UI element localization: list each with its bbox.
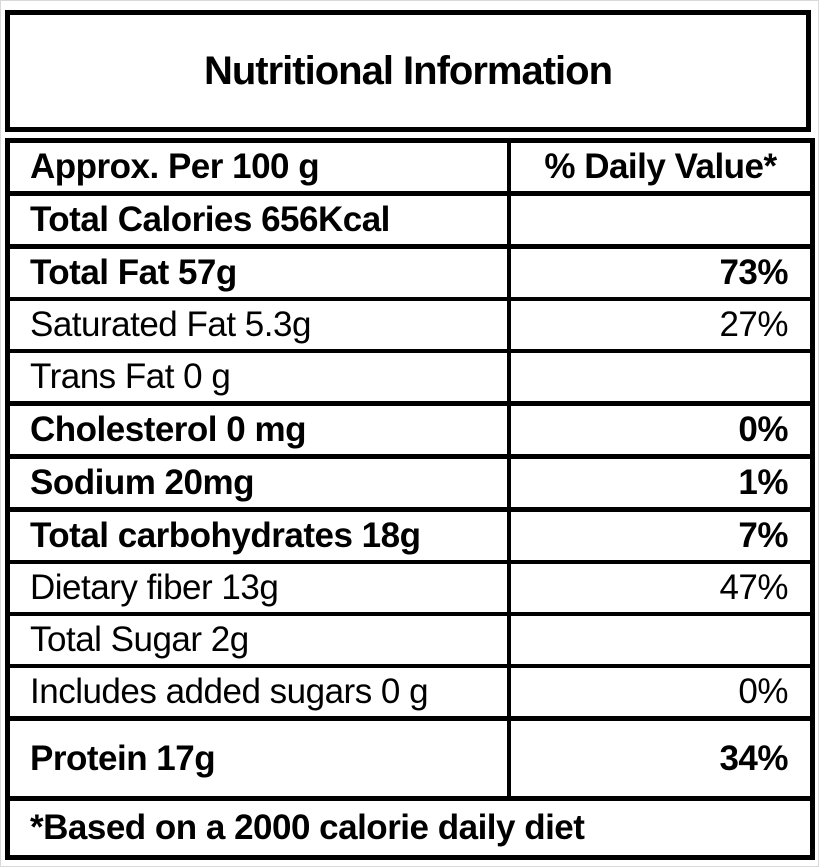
daily-value [511, 353, 810, 401]
daily-value: 0% [738, 410, 788, 449]
nutrient-label: Includes added sugars 0 g [10, 668, 511, 716]
nutrient-label: Cholesterol 0 mg [10, 406, 511, 454]
table-body: Total Calories 656Kcal Total Fat 57g 73% Sa… [10, 191, 810, 796]
table-row: Protein 17g 34% [10, 716, 810, 796]
page-title: Nutritional Information [203, 48, 613, 93]
nutrient-label: Sodium 20mg [10, 459, 511, 507]
nutrient-label: Saturated Fat 5.3g [10, 301, 511, 349]
column-header-daily-value: % Daily Value* [544, 147, 777, 186]
nutrition-table: Approx. Per 100 g % Daily Value* Total C… [5, 138, 815, 860]
title-box: Nutritional Information [5, 10, 811, 132]
table-footer-row: *Based on a 2000 calorie daily diet [10, 796, 810, 855]
column-header-per-100g: Approx. Per 100 g [10, 143, 511, 191]
table-row: Total Sugar 2g [10, 612, 810, 664]
table-row: Cholesterol 0 mg 0% [10, 401, 810, 454]
daily-value: 1% [738, 463, 788, 502]
table-row: Includes added sugars 0 g 0% [10, 664, 810, 716]
nutrient-label: Total Fat 57g [10, 249, 511, 297]
nutrient-label: Trans Fat 0 g [10, 353, 511, 401]
table-row: Total Calories 656Kcal [10, 191, 810, 244]
table-row: Saturated Fat 5.3g 27% [10, 297, 810, 349]
daily-value: 0% [738, 672, 788, 711]
table-row: Trans Fat 0 g [10, 349, 810, 401]
nutrient-label: Dietary fiber 13g [10, 564, 511, 612]
daily-value: 27% [719, 305, 788, 344]
table-row: Sodium 20mg 1% [10, 454, 810, 507]
daily-value [511, 196, 810, 244]
daily-value: 7% [738, 516, 788, 555]
daily-value [511, 616, 810, 664]
nutrient-label: Total Calories 656Kcal [10, 196, 511, 244]
daily-value: 73% [719, 253, 788, 292]
nutrient-label: Total Sugar 2g [10, 616, 511, 664]
daily-value: 34% [719, 738, 788, 778]
nutrient-label: Protein 17g [10, 721, 511, 796]
footnote: *Based on a 2000 calorie daily diet [30, 808, 585, 847]
table-row: Total carbohydrates 18g 7% [10, 507, 810, 560]
table-row: Total Fat 57g 73% [10, 244, 810, 297]
daily-value: 47% [719, 568, 788, 607]
nutrient-label: Total carbohydrates 18g [10, 512, 511, 560]
table-header-row: Approx. Per 100 g % Daily Value* [10, 143, 810, 191]
table-row: Dietary fiber 13g 47% [10, 560, 810, 612]
